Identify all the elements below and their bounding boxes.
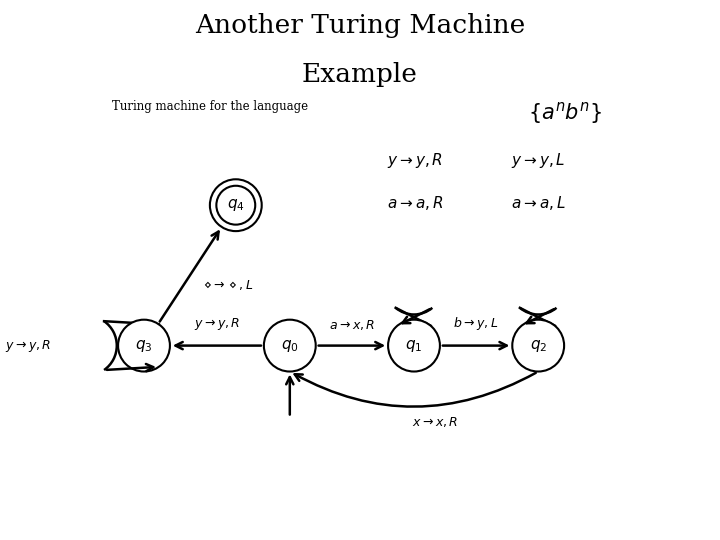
- Text: Another Turing Machine: Another Turing Machine: [195, 14, 525, 38]
- Text: $a \to a, L$: $a \to a, L$: [511, 194, 566, 212]
- Text: $y \to y, L$: $y \to y, L$: [511, 151, 566, 170]
- Text: $q_4$: $q_4$: [227, 197, 245, 213]
- Circle shape: [513, 320, 564, 372]
- Text: $b \to y, L$: $b \to y, L$: [454, 315, 499, 332]
- Text: $\diamond \to \diamond, L$: $\diamond \to \diamond, L$: [204, 278, 254, 292]
- Text: Turing machine for the language: Turing machine for the language: [112, 100, 307, 113]
- Circle shape: [210, 179, 262, 231]
- Text: $y \to y, R$: $y \to y, R$: [387, 151, 443, 170]
- Text: $\{a^n b^n\}$: $\{a^n b^n\}$: [528, 100, 603, 126]
- Text: $a \to a, R$: $a \to a, R$: [387, 194, 444, 212]
- Text: $a \to x, R$: $a \to x, R$: [329, 318, 375, 332]
- Circle shape: [118, 320, 170, 372]
- Text: $q_3$: $q_3$: [135, 338, 153, 354]
- Text: $y \to y, R$: $y \to y, R$: [194, 316, 240, 332]
- Text: Example: Example: [302, 62, 418, 87]
- Circle shape: [264, 320, 316, 372]
- Text: $x \to x, R$: $x \to x, R$: [413, 415, 459, 429]
- Text: $y \to y, R$: $y \to y, R$: [6, 338, 52, 354]
- Text: $q_1$: $q_1$: [405, 338, 423, 354]
- Text: $q_2$: $q_2$: [529, 338, 547, 354]
- Text: $q_0$: $q_0$: [281, 338, 299, 354]
- Circle shape: [388, 320, 440, 372]
